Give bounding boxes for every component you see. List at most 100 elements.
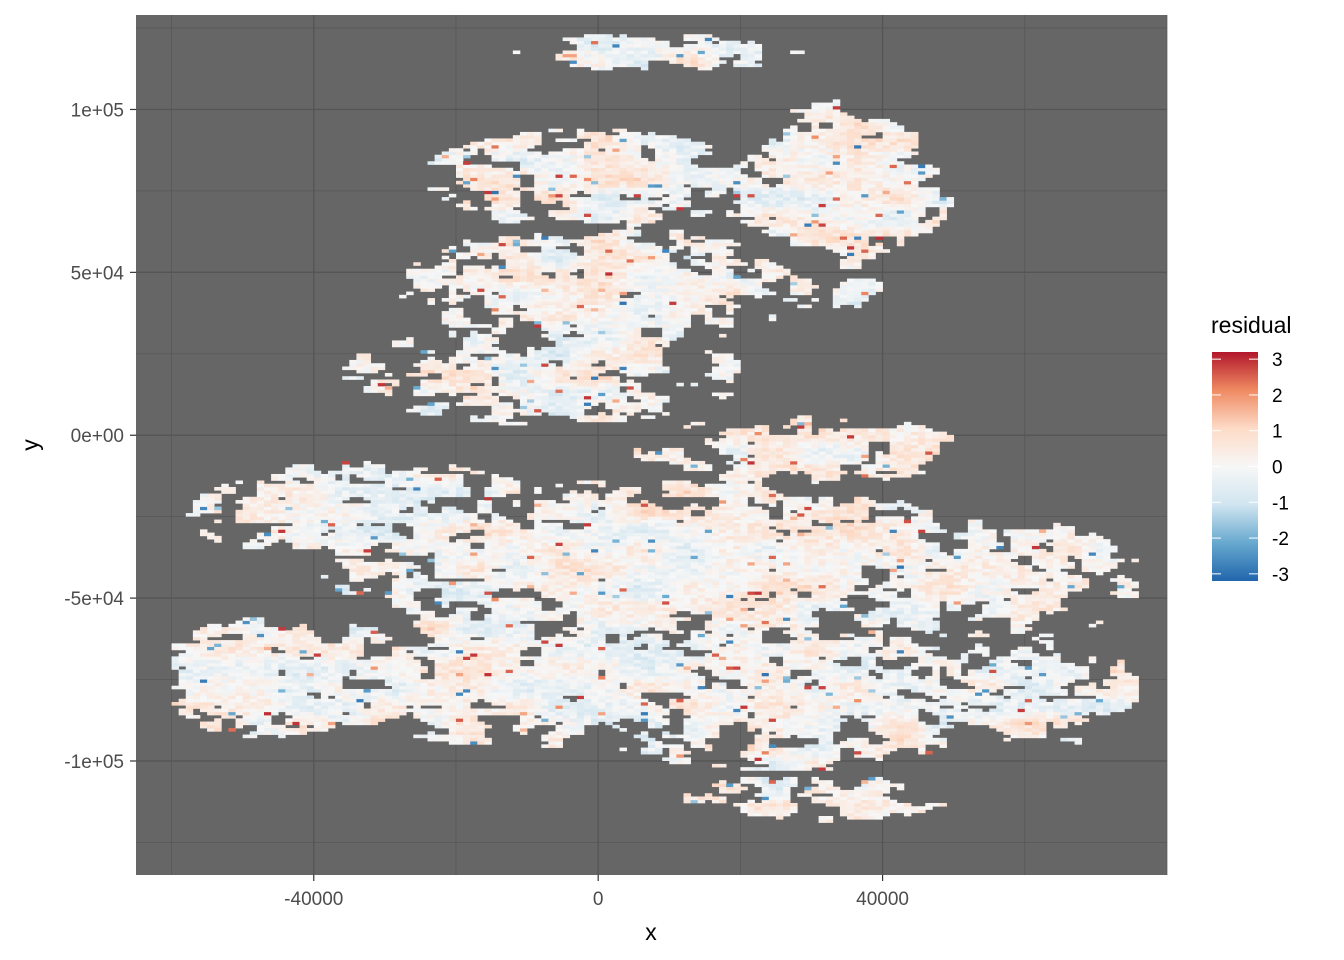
residual-tile <box>249 545 258 550</box>
residual-tile <box>519 640 528 644</box>
residual-tile <box>548 698 556 703</box>
residual-tile <box>292 692 300 696</box>
residual-tile <box>413 659 421 664</box>
residual-tile <box>313 636 322 641</box>
residual-tile <box>299 711 307 716</box>
residual-tile <box>477 180 485 185</box>
residual-tile <box>427 386 435 390</box>
residual-tile <box>548 744 556 748</box>
residual-tile <box>285 500 293 504</box>
residual-tile <box>441 314 450 318</box>
residual-tile <box>484 177 492 182</box>
residual-tile <box>384 682 393 687</box>
residual-tile <box>548 679 556 683</box>
residual-tile <box>477 630 485 634</box>
residual-tile <box>576 503 585 507</box>
residual-tile <box>377 662 386 667</box>
residual-tile <box>534 565 542 569</box>
residual-tile <box>512 532 521 537</box>
residual-tile <box>498 187 507 191</box>
residual-tile <box>434 535 443 540</box>
residual-tile <box>605 705 613 709</box>
residual-tile <box>484 376 492 380</box>
residual-tile <box>477 272 485 276</box>
residual-tile <box>598 298 606 302</box>
residual-tile <box>548 646 556 651</box>
residual-tile <box>271 682 279 687</box>
residual-tile <box>548 353 556 358</box>
residual-tile <box>591 53 599 58</box>
residual-tile <box>505 529 514 533</box>
residual-tile <box>391 662 400 667</box>
residual-tile <box>555 262 563 266</box>
residual-tile <box>598 213 606 217</box>
residual-tile <box>491 643 499 647</box>
residual-tile <box>470 591 478 595</box>
residual-tile <box>555 708 563 713</box>
residual-tile <box>377 526 386 530</box>
residual-tile <box>306 685 315 690</box>
residual-tile <box>377 565 386 569</box>
residual-tile <box>441 617 450 621</box>
residual-tile <box>463 288 471 292</box>
residual-tile <box>576 128 585 133</box>
residual-tile <box>399 545 407 550</box>
residual-tile <box>391 597 400 602</box>
residual-tile <box>320 493 329 498</box>
residual-tile <box>470 337 478 341</box>
residual-tile <box>548 399 556 403</box>
residual-tile <box>498 662 507 667</box>
residual-tile <box>576 591 585 595</box>
residual-tile <box>583 63 592 68</box>
residual-tile <box>327 682 336 687</box>
residual-tile <box>541 529 549 533</box>
residual-tile <box>534 164 542 169</box>
residual-tile <box>214 627 222 631</box>
residual-tile <box>548 213 556 217</box>
residual-tile <box>477 711 485 716</box>
residual-tile <box>335 587 343 592</box>
residual-tile <box>576 53 585 58</box>
residual-tile <box>292 715 300 719</box>
residual-tile <box>548 715 556 719</box>
residual-tile <box>335 666 343 670</box>
residual-tile <box>377 389 386 393</box>
residual-tile <box>484 539 492 543</box>
residual-tile <box>583 597 592 602</box>
residual-tile <box>455 522 464 527</box>
residual-tile <box>562 210 571 214</box>
residual-tile <box>591 356 599 361</box>
residual-tile <box>576 392 585 397</box>
residual-tile <box>384 568 393 573</box>
residual-tile <box>256 643 265 647</box>
residual-tile <box>427 649 435 654</box>
residual-tile <box>356 558 364 563</box>
residual-tile <box>477 184 485 188</box>
residual-tile <box>448 552 457 556</box>
residual-tile <box>370 513 379 517</box>
residual-tile <box>534 408 542 413</box>
residual-tile <box>576 177 585 182</box>
residual-tile <box>335 542 343 546</box>
residual-tile <box>598 529 606 533</box>
residual-tile <box>569 542 578 546</box>
residual-tile <box>519 718 528 722</box>
residual-tile <box>242 627 251 631</box>
residual-tile <box>249 503 258 507</box>
residual-tile <box>477 392 485 397</box>
residual-tile <box>434 581 443 586</box>
residual-tile <box>235 711 243 716</box>
residual-tile <box>320 698 329 703</box>
residual-tile <box>420 715 428 719</box>
residual-tile <box>413 620 421 625</box>
residual-tile <box>299 643 307 647</box>
residual-tile <box>569 405 578 410</box>
residual-tile <box>370 565 379 569</box>
residual-tile <box>498 623 507 628</box>
residual-tile <box>534 399 542 403</box>
residual-tile <box>598 646 606 651</box>
residual-tile <box>384 594 393 599</box>
residual-tile <box>420 610 428 615</box>
residual-tile <box>313 506 322 511</box>
residual-tile <box>562 288 571 292</box>
